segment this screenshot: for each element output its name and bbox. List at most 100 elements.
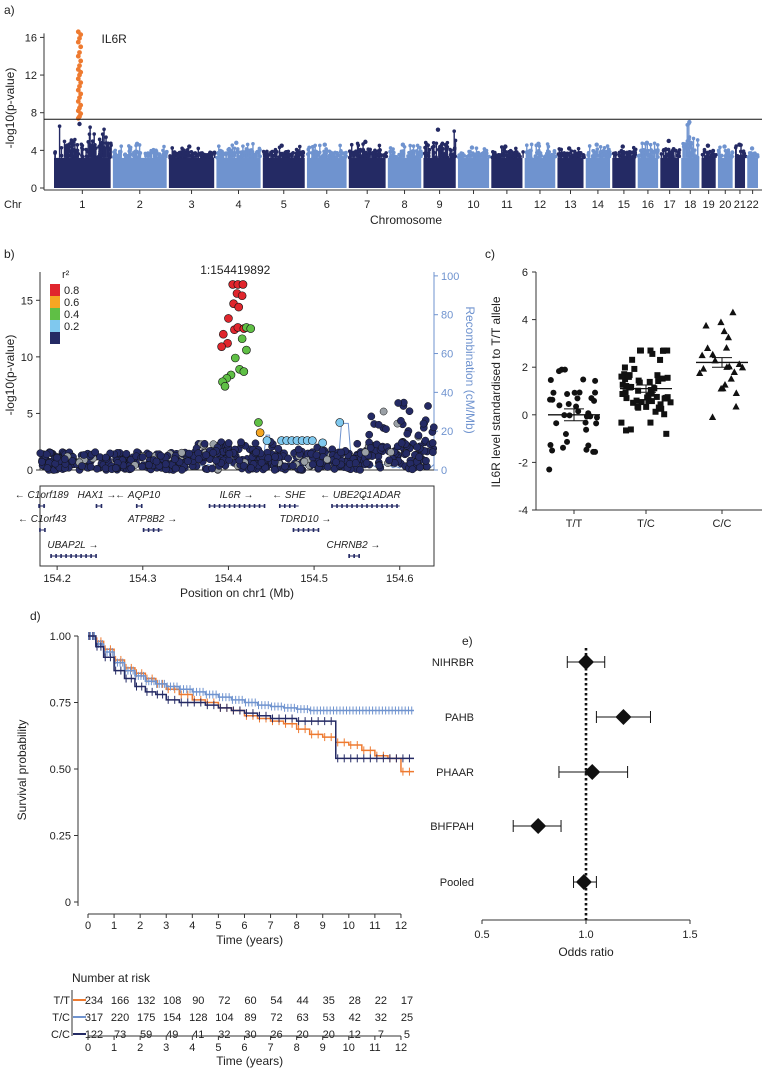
gene-exon	[85, 554, 87, 558]
chr-point-stack	[318, 153, 320, 158]
chr-point	[75, 143, 80, 147]
y-tick-label: 8	[31, 108, 37, 120]
odds-ratio-marker	[615, 709, 632, 725]
chr-point-stack	[535, 145, 537, 158]
chr-point-stack	[101, 142, 103, 158]
chr-point	[716, 148, 721, 153]
legend-label: 0.2	[64, 321, 79, 333]
chr-point	[363, 154, 368, 158]
chr-point	[377, 143, 382, 148]
chr-point	[80, 154, 85, 159]
chr-point	[738, 149, 743, 154]
dot-point	[664, 347, 671, 354]
dot-point	[659, 375, 666, 382]
y-tick-label: 0.25	[50, 831, 71, 843]
forest-plot: 0.5 1.0 1.5 Odds ratio NIHRBR PAHB PHAAR BHFPAH…	[430, 648, 698, 959]
chr-point-stack	[630, 152, 632, 158]
gene-exon	[157, 528, 160, 532]
chr-point-stack	[696, 139, 699, 158]
chr-point	[301, 151, 306, 155]
chr-point	[100, 132, 105, 136]
censor-marks-T/C	[88, 632, 413, 715]
dot-point	[547, 396, 554, 403]
chr-point-stack	[66, 152, 69, 158]
chr-point	[59, 145, 64, 150]
chr-point-stack	[67, 151, 70, 158]
gene-label: ← ADAR	[360, 490, 401, 501]
chr-point	[104, 141, 108, 145]
risk-cell: 44	[297, 995, 309, 1007]
chr-point-stack	[119, 153, 121, 158]
x-tick-label: 1	[111, 920, 117, 932]
gene-exon	[366, 504, 368, 508]
chr-6-points	[305, 142, 348, 160]
chr-point-stack	[443, 153, 446, 158]
chr-point-stack	[129, 149, 132, 158]
chr-point	[359, 154, 364, 158]
y2-tick-label: 80	[441, 310, 453, 322]
risk-cell: 128	[189, 1012, 207, 1024]
chr-point-stack	[623, 152, 625, 158]
chr-point-stack	[735, 147, 737, 158]
x-tick-label: 11	[501, 199, 512, 211]
chr-point	[310, 145, 315, 149]
chr-peak-point	[234, 140, 239, 146]
background-point	[80, 451, 88, 459]
chr-point	[128, 147, 133, 152]
background-point	[156, 451, 165, 460]
chr-point-stack	[675, 150, 677, 158]
background-point	[138, 462, 146, 471]
gene-exon	[346, 504, 348, 508]
chr-point	[513, 150, 518, 155]
chr-point-stack	[684, 145, 686, 158]
gene-name: IL6R	[220, 490, 241, 501]
chr-peak-point	[134, 141, 140, 146]
chr-5-points	[261, 143, 306, 160]
x-prefix: Chr	[4, 199, 22, 211]
x-tick-label: 2	[137, 920, 143, 932]
background-point	[171, 464, 180, 473]
dot-point	[573, 403, 580, 410]
gene-exon	[147, 528, 150, 532]
censor-marks-T/T	[88, 632, 410, 776]
legend-swatch	[50, 332, 60, 344]
risk-cell: 89	[244, 1012, 256, 1024]
dot-point	[622, 376, 629, 383]
chr-point-stack	[438, 149, 440, 158]
chr-point	[434, 141, 439, 146]
background-point	[177, 448, 186, 457]
dot-point	[564, 438, 571, 445]
chr-point-stack	[570, 151, 573, 158]
chr-point	[92, 132, 97, 136]
chr-13-points	[556, 146, 586, 160]
dot-point	[667, 399, 674, 406]
chr-point-stack	[529, 150, 531, 158]
chr-point	[524, 143, 529, 148]
gene-arrow: →	[241, 490, 254, 501]
gene-exon	[65, 554, 67, 558]
background-point	[308, 460, 317, 469]
chr-point-stack	[653, 152, 655, 158]
chr-point-stack	[688, 148, 690, 158]
chr-point-stack	[186, 149, 189, 158]
dot-point	[547, 442, 554, 449]
chr-point	[504, 150, 508, 154]
chr-point	[364, 150, 368, 155]
gene-exon	[263, 504, 266, 508]
chr-point-stack	[266, 151, 268, 158]
x-axis-label: Chromosome	[370, 213, 442, 227]
chr-point	[411, 149, 416, 153]
x-tick-label: 10	[343, 920, 355, 932]
risk-row-label: C/C	[51, 1029, 70, 1041]
x-tick-label: 6	[241, 920, 247, 932]
background-point	[224, 439, 233, 447]
chr-point-stack	[412, 150, 415, 158]
chr-point-stack	[313, 151, 315, 158]
risk-cell: 104	[215, 1012, 233, 1024]
chr-point	[411, 144, 416, 148]
gene-exon	[302, 528, 305, 532]
study-label: Pooled	[440, 877, 474, 889]
chr-point	[99, 140, 104, 145]
gene-exon	[140, 504, 143, 508]
chr-point-stack	[669, 153, 671, 158]
